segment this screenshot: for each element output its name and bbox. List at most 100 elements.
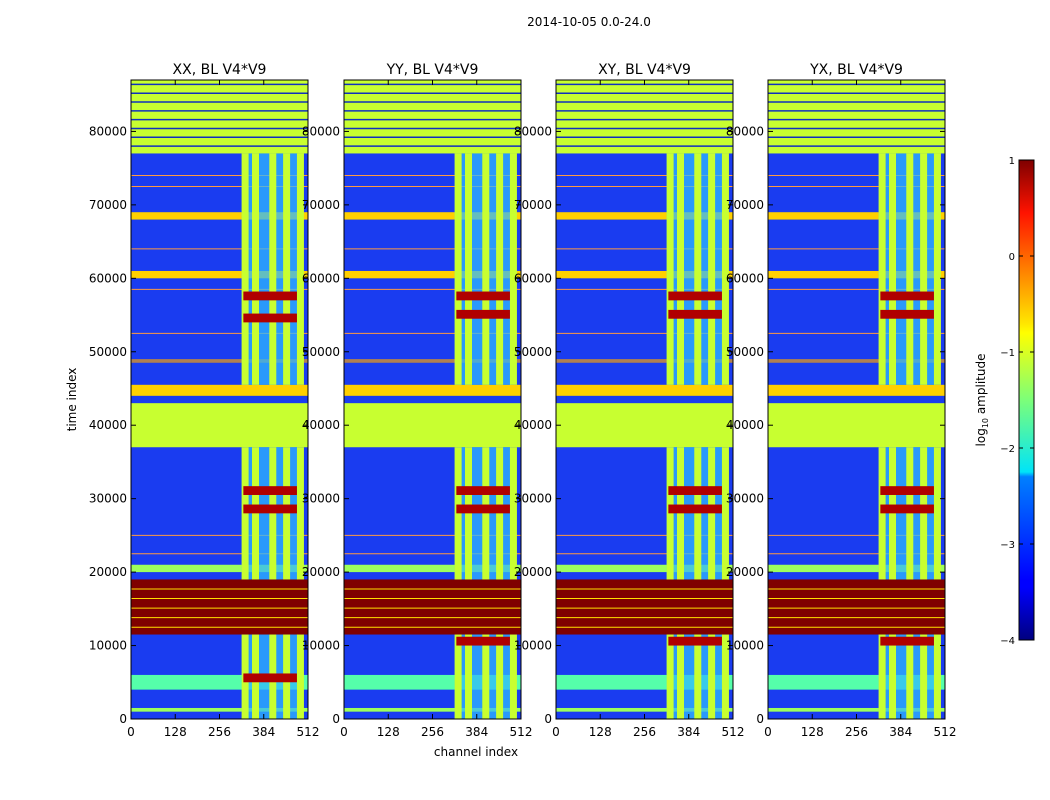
heatmap-band [131, 579, 308, 635]
panel-title: YX, BL V4*V9 [809, 62, 903, 78]
heatmap-rfi-column [694, 634, 702, 719]
heatmap-band [131, 403, 308, 448]
heatmap-band [131, 359, 308, 363]
heatmap-rfi-column [464, 153, 472, 385]
x-tick-label: 256 [208, 725, 231, 739]
heatmap-rfi-column [496, 153, 504, 385]
panel-2: XY, BL V4*V9 0 128 256 384 512 0 10000 20000 3000… [514, 62, 745, 739]
y-tick-label: 10000 [302, 639, 340, 653]
panel-title: XY, BL V4*V9 [598, 62, 691, 78]
x-tick-label: 128 [164, 725, 187, 739]
heatmap-rfi-column [482, 634, 490, 719]
heatmap-burst [880, 636, 934, 646]
heatmap-rfi-column [464, 634, 472, 719]
heatmap-rfi-column [721, 447, 729, 580]
heatmap-rfi-column [509, 634, 517, 719]
y-tick-label: 70000 [514, 198, 552, 212]
heatmap-rfi-column [666, 153, 674, 385]
heatmap-rfi-column [296, 447, 304, 580]
y-tick-label: 40000 [302, 418, 340, 432]
x-tick-label: 128 [589, 725, 612, 739]
heatmap-rfi-column [888, 634, 896, 719]
heatmap-band [556, 212, 733, 220]
heatmap-rfi-column [721, 634, 729, 719]
heatmap-burst [456, 291, 510, 301]
y-tick-label: 50000 [89, 345, 127, 359]
y-tick-label: 50000 [302, 345, 340, 359]
heatmap-burst [243, 313, 297, 323]
heatmap-rfi-column [482, 153, 490, 385]
y-tick-label: 20000 [302, 565, 340, 579]
y-tick-label: 60000 [514, 271, 552, 285]
heatmap-rfi-column [509, 447, 517, 580]
heatmap-burst [880, 486, 934, 495]
heatmap-band [344, 80, 521, 154]
y-tick-label: 20000 [514, 565, 552, 579]
x-tick-label: 384 [252, 725, 275, 739]
heatmap-burst [456, 486, 510, 495]
heatmap-rfi-column [296, 153, 304, 385]
heatmap-band [556, 384, 733, 396]
colorbar-tick-label: 1 [1009, 156, 1015, 167]
heatmap-band [131, 270, 308, 279]
heatmap-rfi-column [666, 634, 674, 719]
heatmap-rfi-column [933, 447, 941, 580]
x-tick-label: 384 [889, 725, 912, 739]
x-tick-label: 384 [677, 725, 700, 739]
y-tick-label: 50000 [726, 345, 764, 359]
y-tick-label: 40000 [726, 418, 764, 432]
heatmap-band [768, 564, 945, 573]
heatmap-band [556, 270, 733, 279]
colorbar-label: log10 amplitude [974, 354, 990, 447]
heatmap-burst [880, 504, 934, 514]
y-tick-label: 30000 [302, 492, 340, 506]
panel-0: XX, BL V4*V9 0 128 256 384 512 0 10000 20000 3000… [65, 62, 319, 739]
colorbar-tick-label: −1 [1000, 348, 1015, 359]
heatmap-band [556, 564, 733, 573]
y-tick-label: 20000 [726, 565, 764, 579]
heatmap-band [344, 359, 521, 363]
x-tick-label: 0 [764, 725, 772, 739]
heatmap-rfi-column [454, 634, 462, 719]
heatmap-rfi-column [454, 153, 462, 385]
y-tick-label: 0 [119, 712, 127, 726]
heatmap-band [768, 359, 945, 363]
colorbar-tick-label: 0 [1009, 252, 1015, 263]
heatmap-band [344, 579, 521, 635]
heatmap-band [344, 403, 521, 448]
heatmap-burst [668, 291, 722, 301]
heatmap-band [768, 384, 945, 396]
y-tick-label: 10000 [89, 639, 127, 653]
heatmap-rfi-column [269, 153, 277, 385]
heatmap-rfi-column [878, 634, 886, 719]
y-tick-label: 0 [756, 712, 764, 726]
heatmap-rfi-column [906, 153, 914, 385]
heatmap-band [344, 212, 521, 220]
heatmap-rfi-column [906, 634, 914, 719]
colorbar-ticks: 1 0 −1 −2 −3 −4 [1000, 156, 1034, 647]
heatmap-burst [880, 291, 934, 301]
heatmap-band [556, 707, 733, 712]
panels: XX, BL V4*V9 0 128 256 384 512 0 10000 20000 3000… [65, 62, 956, 759]
heatmap-band [768, 707, 945, 712]
heatmap-burst [243, 486, 297, 495]
heatmap-band [768, 403, 945, 448]
y-tick-label: 70000 [726, 198, 764, 212]
heatmap-rfi-column [878, 153, 886, 385]
x-tick-label: 0 [552, 725, 560, 739]
y-axis-label: time index [65, 368, 79, 432]
heatmap-band [556, 80, 733, 154]
heatmap-rfi-column [708, 153, 716, 385]
heatmap-rfi-column [888, 153, 896, 385]
heatmap-burst [456, 504, 510, 514]
y-tick-label: 80000 [89, 124, 127, 138]
y-tick-label: 60000 [726, 271, 764, 285]
heatmap-rfi-column [708, 634, 716, 719]
y-tick-label: 20000 [89, 565, 127, 579]
heatmap-burst [243, 673, 297, 683]
heatmap-band [344, 564, 521, 573]
x-tick-label: 128 [801, 725, 824, 739]
heatmap-rfi-column [283, 153, 291, 385]
x-tick-label: 512 [297, 725, 320, 739]
